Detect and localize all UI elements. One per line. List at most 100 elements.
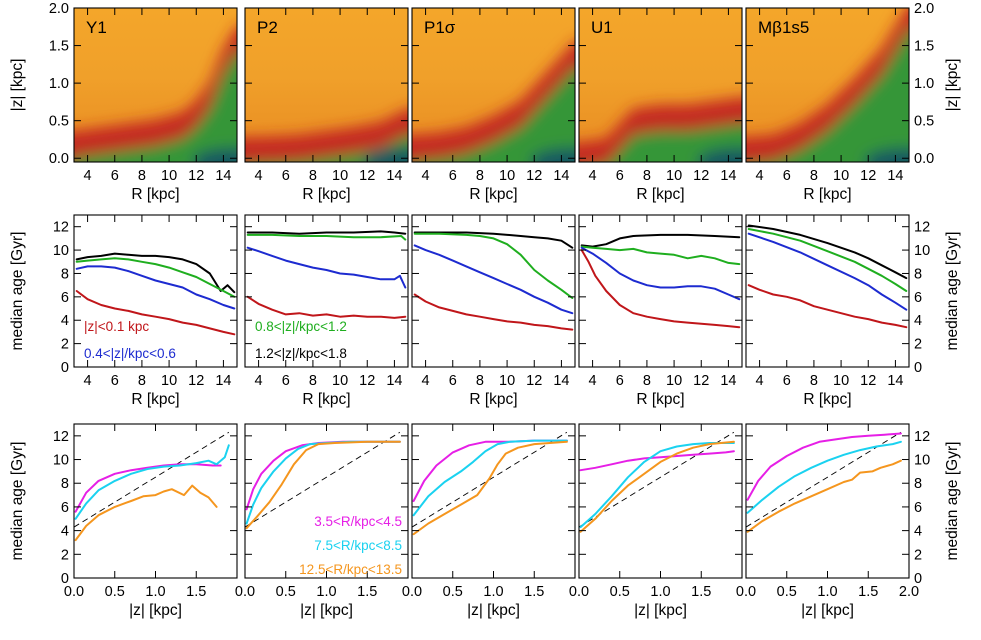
map-ytick-label-right: 0.5 [914, 114, 934, 130]
vertical-panel-p1sigma: 0.0 0.5 1.0 1.5|z| [kpc] [402, 423, 576, 619]
radial-xtick-label: 8 [309, 373, 317, 389]
vertical-ytick-label-right: 8 [914, 476, 922, 492]
radial-xtick-label: 6 [616, 373, 624, 389]
vertical-xtick-label: 0.0 [569, 584, 589, 600]
series-line-red [246, 295, 407, 319]
vertical-ytick-label-right: 0 [914, 571, 922, 587]
map-xtick-label: 14 [386, 168, 402, 184]
reference-line [579, 431, 735, 528]
radial-ytick-label-right: 8 [914, 266, 922, 282]
radial-xtick-label: 4 [756, 373, 764, 389]
series-line-cyan [746, 440, 902, 514]
series-line-green [75, 257, 236, 298]
map-xlabel: R [kpc] [302, 186, 350, 203]
radial-frame [411, 214, 576, 368]
radial-profile-row: 4 6 8 10 12 14 R [kpc] 0 2 4 6 8 10 12 median age [Gyr… [9, 214, 961, 408]
map-xtick-label: 12 [860, 168, 876, 184]
series-line-magenta [74, 463, 222, 513]
radial-ytick-label: 10 [53, 243, 69, 259]
map-xlabel: R [kpc] [803, 186, 851, 203]
radial-ytick-label-right: 12 [914, 220, 930, 236]
vertical-xtick-label: 0.0 [736, 584, 756, 600]
vertical-ytick-label: 10 [53, 453, 69, 469]
reference-line [245, 431, 401, 528]
series-line-blue [413, 244, 574, 315]
map-xtick-label: 12 [526, 168, 542, 184]
vertical-xtick-label: 1.0 [650, 584, 670, 600]
vertical-ylabel: median age [Gyr] [9, 442, 26, 561]
vertical-xtick-label: 1.5 [186, 584, 206, 600]
map-ytick-label-right: 0.0 [914, 151, 934, 167]
radial-xtick-label: 12 [860, 373, 876, 389]
radial-ylabel: median age [Gyr] [9, 232, 26, 351]
series-line-orange [245, 440, 401, 530]
vertical-xtick-label: 1.0 [483, 584, 503, 600]
radial-xtick-label: 8 [138, 373, 146, 389]
vertical-xtick-label: 0.5 [105, 584, 125, 600]
radial-xlabel: R [kpc] [636, 391, 684, 408]
map-ytick-label-right: 1.0 [914, 76, 934, 92]
vertical-frame [745, 423, 910, 579]
radial-xtick-label: 6 [783, 373, 791, 389]
map-transition-band [245, 108, 408, 162]
radial-xtick-label: 6 [449, 373, 457, 389]
vertical-ytick-label-right: 10 [914, 453, 930, 469]
map-xlabel: R [kpc] [636, 186, 684, 203]
vertical-ytick-label-right: 2 [914, 547, 922, 563]
radial-ytick-label-right: 4 [914, 313, 922, 329]
vertical-xtick-label: 1.0 [316, 584, 336, 600]
map-youngest-corner [697, 148, 742, 162]
map-ytick-label: 0.5 [49, 114, 69, 130]
vertical-xtick-label: 0.0 [235, 584, 255, 600]
radial-xlabel: R [kpc] [302, 391, 350, 408]
radial-xtick-label: 10 [833, 373, 849, 389]
series-line-blue [580, 246, 741, 301]
radial-ytick-label-right: 2 [914, 337, 922, 353]
radial-frame [244, 214, 409, 368]
radial-xtick-label: 12 [188, 373, 204, 389]
series-line-green [246, 233, 407, 241]
radial-xtick-label: 14 [215, 373, 231, 389]
map-xtick-label: 4 [84, 168, 92, 184]
reference-line [746, 431, 902, 528]
radial-ytick-label: 2 [61, 337, 69, 353]
legend-entry-magenta: 3.5<R/kpc<4.5 [314, 514, 402, 529]
radial-xtick-label: 4 [589, 373, 597, 389]
map-ytick-label: 0.0 [49, 151, 69, 167]
vertical-ytick-label: 6 [61, 500, 69, 516]
vertical-xtick-label: 0.5 [276, 584, 296, 600]
vertical-xtick-label: 1.5 [524, 584, 544, 600]
map-xtick-label: 6 [616, 168, 624, 184]
radial-xtick-label: 8 [810, 373, 818, 389]
series-line-blue [75, 265, 236, 310]
radial-xtick-label: 12 [693, 373, 709, 389]
map-panel-u1: U1 4 6 8 10 12 14 R [kpc] [578, 7, 743, 203]
vertical-xtick-label: 1.5 [858, 584, 878, 600]
vertical-panel-p2: 0.0 0.5 1.0 1.5|z| [kpc] [235, 423, 409, 619]
legend-entry-green: 0.8<|z|/kpc<1.2 [255, 319, 347, 334]
radial-panel-mbeta1s5: 4 6 8 10 12 14 R [kpc] 0 2 4 6 8 10 12 median age [Gyr… [745, 214, 961, 408]
legend-entry-red: |z|<0.1 kpc [84, 319, 149, 334]
map-panel-mbeta1s5: Mβ1s5 4 6 8 10 12 14 R [kpc] 0.0 0.5 1.0 1.5 2.0 |z| … [745, 1, 961, 203]
radial-frame [73, 214, 238, 368]
map-ytick-label: 2.0 [49, 1, 69, 17]
panel-label: P2 [257, 18, 278, 37]
map-young-region [760, 29, 909, 162]
radial-xtick-label: 14 [553, 373, 569, 389]
vertical-panel-u1: 0.0 0.5 1.0 1.5|z| [kpc] [569, 423, 743, 619]
map-young-region [74, 52, 237, 162]
radial-ylabel-right: median age [Gyr] [944, 232, 961, 351]
map-panel-p1sigma: P1σ 4 6 8 10 12 14 R [kpc] [411, 7, 576, 203]
vertical-xtick-label: 0.0 [402, 584, 422, 600]
series-line-blue [246, 246, 407, 289]
radial-xlabel: R [kpc] [469, 391, 517, 408]
map-xtick-label: 10 [161, 168, 177, 184]
radial-xtick-label: 4 [255, 373, 263, 389]
vertical-xtick-label: 0.5 [443, 584, 463, 600]
map-xtick-label: 14 [553, 168, 569, 184]
map-xtick-label: 14 [215, 168, 231, 184]
series-line-red [747, 284, 908, 329]
vertical-xtick-label: 0.5 [610, 584, 630, 600]
